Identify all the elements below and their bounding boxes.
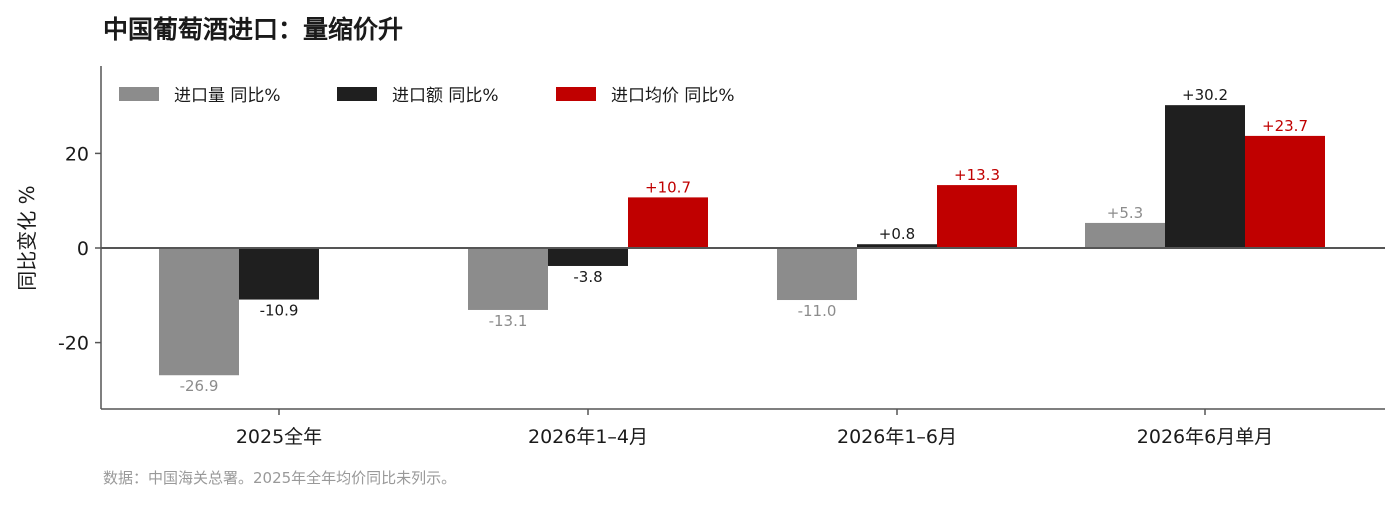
y-tick-label: 0 [77, 238, 89, 260]
x-tick-label: 2026年1–6月 [837, 426, 957, 448]
data-label: +13.3 [954, 166, 1000, 184]
data-label: -26.9 [180, 377, 219, 395]
bar-2-1 [239, 248, 319, 300]
bar-1-1 [159, 248, 239, 376]
data-label: +5.3 [1107, 204, 1143, 222]
data-label: +30.2 [1182, 86, 1228, 104]
data-label: -11.0 [798, 302, 837, 320]
legend-swatch [119, 87, 159, 101]
bar-1-2 [468, 248, 548, 310]
legend-swatch [556, 87, 596, 101]
axes-layer: -20 0 20 2025全年 2026年1–4月 2026年1–6月 2026年6月单月 同… [15, 66, 1385, 448]
bar-1-4 [1085, 222, 1165, 248]
y-axis-label: 同比变化 % [15, 185, 39, 290]
data-labels-layer: -26.9 -13.1 -11.0 +5.3 -10.9 -3.8 +0.8 +30.2 +10… [180, 86, 1308, 395]
bar-2-2 [548, 248, 628, 266]
y-tick-label: 20 [65, 143, 89, 165]
data-label: +23.7 [1262, 117, 1308, 135]
chart-title: 中国葡萄酒进口：量缩价升 [103, 15, 404, 44]
x-tick-label: 2026年1–4月 [528, 426, 648, 448]
legend-label: 进口量 同比% [174, 86, 281, 106]
bar-2-4 [1165, 105, 1245, 249]
bar-1-3 [777, 248, 857, 301]
x-tick-label: 2026年6月单月 [1137, 426, 1273, 448]
legend-label: 进口额 同比% [392, 86, 499, 106]
x-tick-label: 2025全年 [236, 426, 322, 448]
source-note: 数据：中国海关总署。2025年全年均价同比未列示。 [103, 469, 457, 487]
data-label: -3.8 [573, 268, 602, 286]
legend: 进口量 同比% 进口额 同比% 进口均价 同比% [119, 86, 735, 106]
bar-3-3 [937, 185, 1017, 248]
data-label: +10.7 [645, 178, 691, 196]
data-label: -10.9 [260, 302, 299, 320]
data-label: +0.8 [879, 225, 915, 243]
data-label: -13.1 [489, 312, 528, 330]
legend-swatch [337, 87, 377, 101]
bars-layer [159, 105, 1325, 376]
y-tick-label: -20 [58, 333, 89, 355]
legend-label: 进口均价 同比% [611, 86, 735, 106]
bar-2-3 [857, 244, 937, 248]
bar-3-4 [1245, 135, 1325, 248]
bar-3-2 [628, 197, 708, 248]
